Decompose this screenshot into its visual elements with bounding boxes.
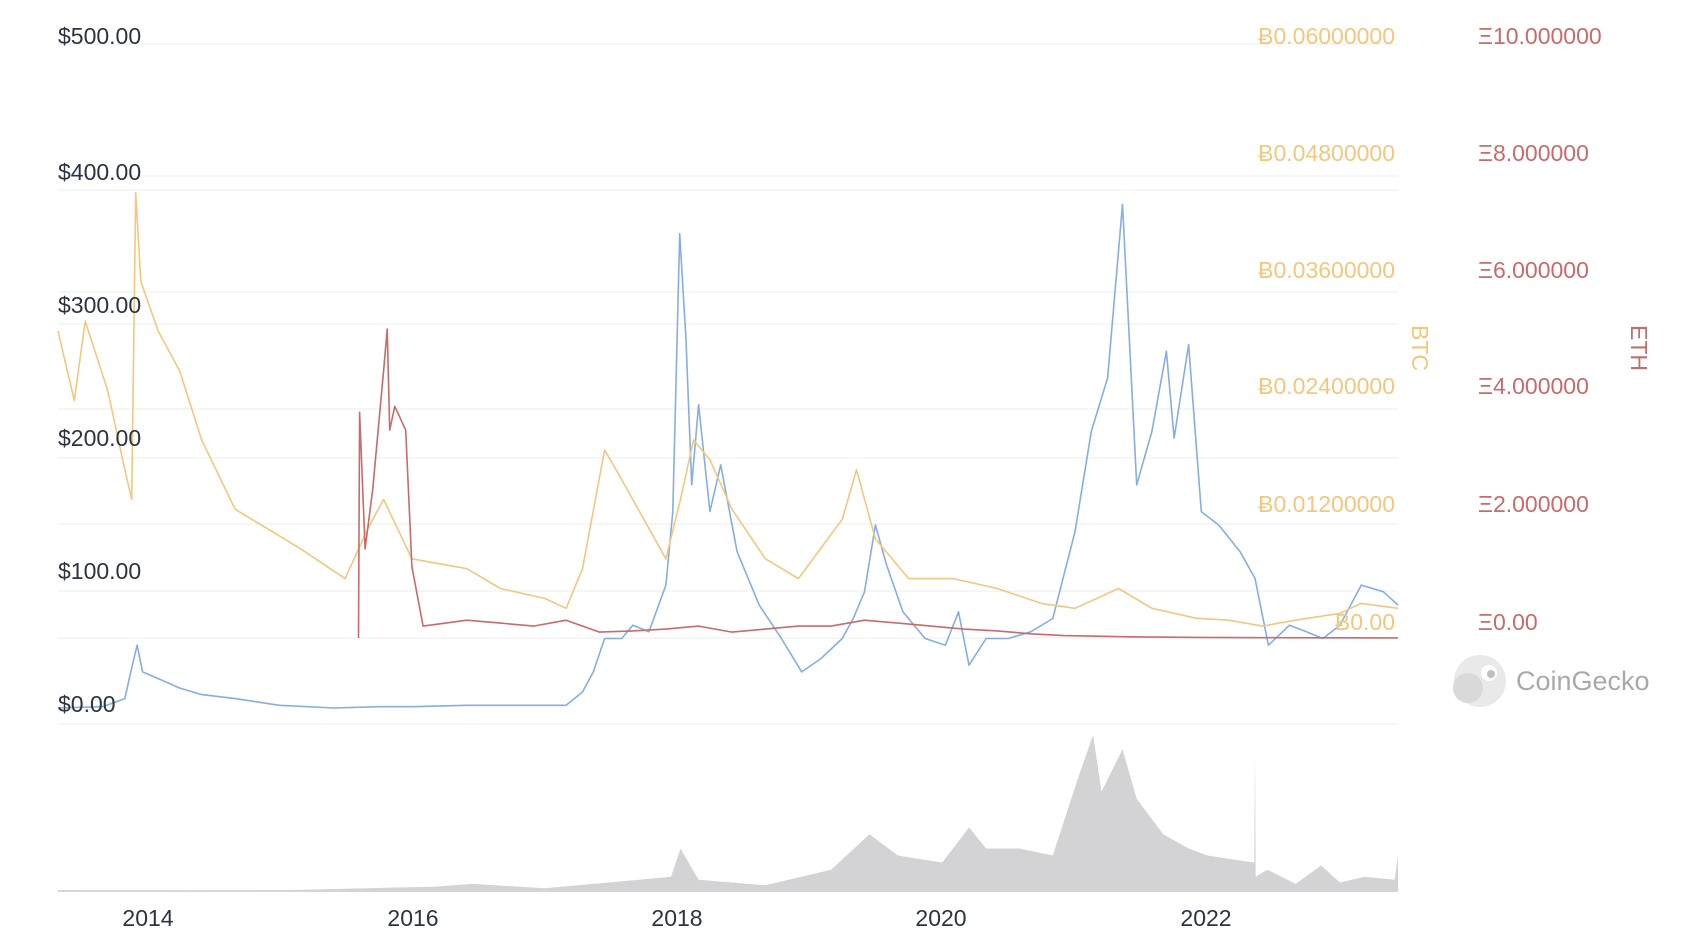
btc-axis-label: BTC xyxy=(1407,325,1433,371)
x-tick-label: 2020 xyxy=(915,905,966,931)
x-tick-label: 2018 xyxy=(651,905,702,931)
usd-tick-label: $100.00 xyxy=(58,558,141,584)
btc-tick-label: Ƀ0.02400000 xyxy=(1258,373,1395,399)
x-tick-label: 2014 xyxy=(122,905,173,931)
x-tick-label: 2016 xyxy=(387,905,438,931)
btc-tick-label: Ƀ0.00 xyxy=(1335,609,1395,635)
btc-tick-label: Ƀ0.06000000 xyxy=(1258,23,1395,49)
series-line-btc xyxy=(57,191,1399,627)
eth-tick-label: Ξ10.000000 xyxy=(1478,23,1602,49)
btc-tick-label: Ƀ0.01200000 xyxy=(1258,491,1395,517)
grid-lines xyxy=(58,43,1398,892)
eth-axis-label: ETH xyxy=(1626,325,1652,371)
usd-tick-label: $200.00 xyxy=(58,425,141,451)
eth-tick-label: Ξ0.00 xyxy=(1478,609,1538,635)
volume-area-group xyxy=(58,735,1398,891)
volume-area xyxy=(58,735,1398,891)
eth-tick-label: Ξ8.000000 xyxy=(1478,140,1589,166)
usd-tick-label: $400.00 xyxy=(58,159,141,185)
series-group xyxy=(57,191,1399,709)
usd-tick-label: $500.00 xyxy=(58,23,141,49)
btc-tick-label: Ƀ0.04800000 xyxy=(1258,140,1395,166)
eth-tick-label: Ξ6.000000 xyxy=(1478,257,1589,283)
series-line-usd xyxy=(57,203,1399,709)
axis-labels: $0.00 $100.00 $200.00 $300.00 $400.00 $500.00… xyxy=(58,23,1652,931)
btc-tick-label: Ƀ0.03600000 xyxy=(1258,257,1395,283)
series-line-eth xyxy=(357,328,1399,639)
gecko-logo-icon xyxy=(1453,655,1506,707)
usd-tick-label: $0.00 xyxy=(58,691,116,717)
eth-tick-label: Ξ2.000000 xyxy=(1478,491,1589,517)
coingecko-watermark-text: CoinGecko xyxy=(1516,666,1650,696)
x-tick-label: 2022 xyxy=(1180,905,1231,931)
usd-tick-label: $300.00 xyxy=(58,292,141,318)
eth-tick-label: Ξ4.000000 xyxy=(1478,373,1589,399)
coingecko-watermark: CoinGecko xyxy=(1453,655,1650,707)
